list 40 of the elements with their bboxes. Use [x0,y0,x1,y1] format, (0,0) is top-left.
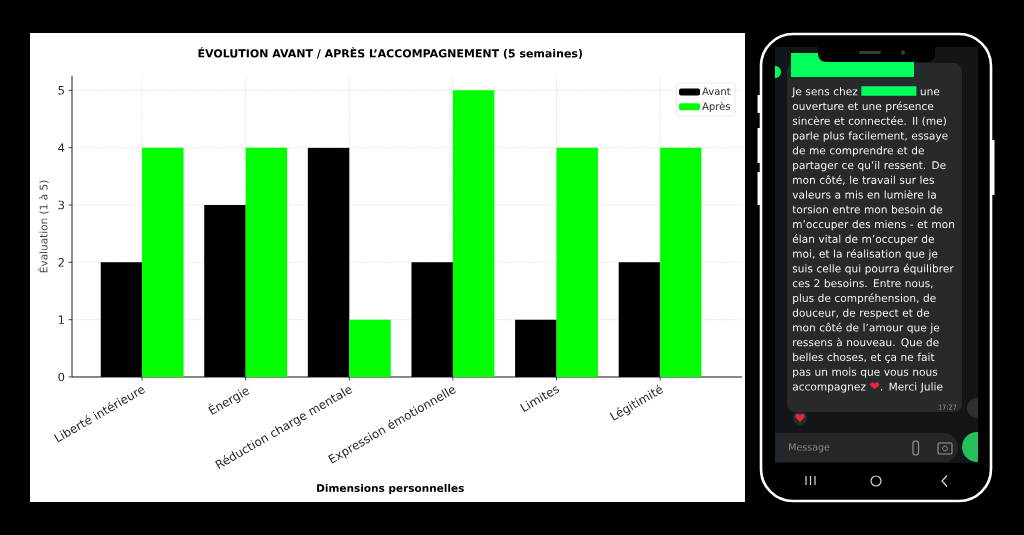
text: suis celle qui pourra équilibrer [792,263,954,275]
text: ces 2 besoins. Entre nous, [792,279,933,289]
text: Je sens chez [791,87,858,98]
bar [452,90,495,377]
y-tick-label: 5 [58,86,64,95]
bar [142,147,184,377]
y-tick-label: 3 [58,200,65,210]
text: de me comprendre et de [792,146,924,157]
x-axis-title: Dimensions personnelles [317,483,464,495]
y-axis-title: Évaluation (1 à 5) [37,180,49,273]
text: torsion entre mon besoin de [792,205,943,214]
bar [556,147,598,377]
legend-label: Après [702,101,731,112]
text: moi, et la réalisation que je [793,249,938,260]
text: accompagnez ❤. Merci Julie [792,382,943,393]
text: mon côté de l’amour que je [793,322,940,334]
text: parle plus facilement, essaye [793,131,948,142]
text: plus de compréhension, de [793,293,936,305]
chart-title: ÉVOLUTION AVANT / APRÈS L’ACCOMPAGNEMENT (5 semaines) [198,47,583,59]
text: pas un mois que vous nous [793,367,938,378]
bar [349,319,391,377]
text: sincère et connectée. Il (me) [792,116,946,127]
text: ouverture et une présence [792,101,934,113]
y-tick-label: 0 [58,372,65,382]
text: ressens à nouveau. Que de [793,337,939,348]
text: douceur, de respect et de [792,308,930,319]
bar [660,147,702,377]
text: valeurs a mis en lumière la [792,190,936,199]
text: partager ce qu’il ressent. De [793,160,946,172]
y-tick-label: 4 [58,143,65,152]
text: Message [789,443,830,453]
legend-label: Avant [702,87,731,96]
text: mon côté, le travail sur les [793,175,934,185]
y-tick-label: 2 [58,258,64,267]
y-tick-label: 1 [58,315,64,324]
text: m’occuper des miens - et mon [793,219,954,231]
text: élan vital de m’occuper de [792,234,934,246]
text: une [920,89,940,96]
text: belles choses, et ça ne fait [793,352,935,363]
bar [245,147,288,377]
